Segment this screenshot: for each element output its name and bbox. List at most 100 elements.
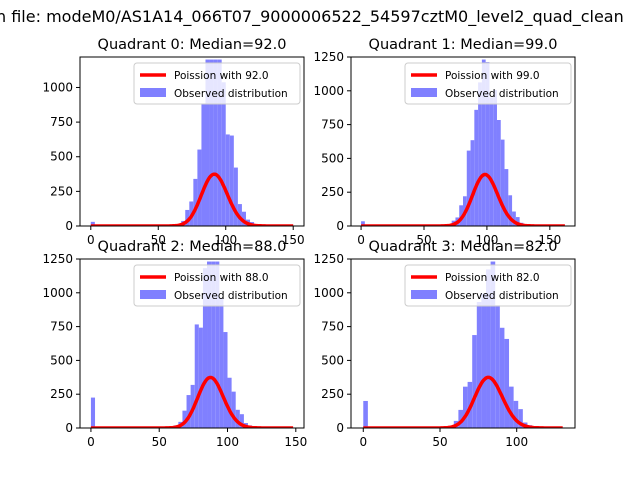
histogram-bar (466, 150, 471, 226)
histogram-bar (481, 59, 486, 226)
histogram-bar (241, 211, 246, 226)
histogram-bar (198, 327, 203, 428)
histogram-bar (513, 400, 519, 428)
histogram-bar (231, 391, 236, 428)
poisson-curve (90, 172, 294, 226)
histogram-bar (185, 209, 190, 226)
histogram-bar (193, 178, 198, 226)
y-tick-label: 500 (321, 151, 344, 165)
y-tick-label: 1000 (42, 286, 73, 300)
legend-patch-swatch (411, 88, 437, 97)
histogram-bar (474, 109, 479, 226)
histogram-bar (235, 409, 240, 428)
legend-label-observed: Observed distribution (445, 88, 559, 100)
subplot-title: Quadrant 0: Median=92.0 (98, 37, 287, 53)
histogram-bar (490, 261, 496, 428)
y-tick-label: 500 (50, 353, 73, 367)
histogram-bar (489, 97, 494, 226)
legend-label-observed: Observed distribution (174, 88, 288, 100)
legend-label-observed: Observed distribution (174, 290, 288, 302)
y-tick-label: 250 (321, 387, 344, 401)
legend: Poission with 82.0 Observed distribution (404, 264, 572, 307)
histogram-bar (463, 386, 468, 428)
histogram-bar (458, 409, 463, 428)
axes-frame (350, 56, 576, 227)
x-tick-label: 50 (432, 435, 447, 449)
histogram-bar (518, 409, 523, 428)
y-tick-label: 250 (50, 184, 73, 198)
histogram-bar (90, 221, 95, 226)
subplot-title: Quadrant 3: Median=82.0 (369, 239, 558, 255)
histogram-bar (515, 217, 520, 226)
histogram-bar (186, 395, 191, 428)
x-tick-label: 150 (282, 233, 305, 247)
x-tick-label: 100 (475, 233, 498, 247)
histogram-bar (219, 297, 224, 428)
legend-box (133, 62, 301, 105)
legend: Poission with 88.0 Observed distribution (133, 264, 301, 307)
histogram-bar (481, 293, 487, 428)
x-tick-label: 100 (214, 233, 237, 247)
x-tick-label: 150 (284, 435, 307, 449)
x-tick-label: 100 (505, 435, 528, 449)
y-tick-label: 1250 (42, 252, 73, 266)
y-tick-label: 1000 (42, 80, 73, 94)
x-tick-label: 50 (416, 233, 431, 247)
legend-box (404, 62, 572, 105)
plot-area (363, 261, 563, 428)
histogram-bar (205, 59, 210, 226)
histogram-bar (221, 82, 226, 226)
histogram-bar (227, 377, 232, 428)
histogram-bar (470, 140, 475, 226)
x-tick-label: 150 (538, 233, 561, 247)
figure-suptitle: n file: modeM0/AS1A14_066T07_9000006522_… (0, 7, 624, 27)
y-tick-label: 0 (336, 219, 344, 233)
subplot-quadrant-0: 0 50 100 150 0 250 500 750 1000 Poission with 92.… (42, 37, 304, 247)
legend-box (404, 264, 572, 307)
y-tick-label: 1250 (313, 252, 344, 266)
histogram-bar (202, 268, 208, 428)
y-tick-label: 0 (65, 219, 73, 233)
histogram-bar (239, 414, 244, 428)
histogram-bar (215, 261, 220, 428)
y-tick-label: 250 (321, 185, 344, 199)
histogram-bar (472, 335, 477, 428)
histogram-bar (211, 261, 216, 428)
y-tick-label: 500 (321, 353, 344, 367)
histogram-bar (496, 119, 501, 226)
y-tick-label: 250 (50, 387, 73, 401)
histogram-bar (182, 410, 187, 428)
y-tick-label: 1250 (313, 50, 344, 64)
histogram-bar (476, 302, 482, 428)
legend-label-poisson: Poission with 82.0 (445, 272, 540, 284)
y-tick-label: 500 (50, 150, 73, 164)
y-tick-label: 750 (50, 115, 73, 129)
histogram-bar (485, 62, 490, 226)
histogram-bar (207, 261, 212, 428)
histogram-bar (213, 59, 218, 226)
y-tick-label: 0 (336, 421, 344, 435)
x-tick-label: 0 (87, 233, 95, 247)
poisson-curve (363, 375, 563, 428)
legend-patch-swatch (411, 290, 437, 299)
plot-area (360, 59, 566, 226)
x-tick-label: 0 (357, 233, 365, 247)
legend-box (133, 264, 301, 307)
histogram-bar (504, 169, 509, 226)
legend-label-poisson: Poission with 88.0 (174, 272, 269, 284)
histogram-bar (217, 59, 222, 226)
plot-area (90, 59, 294, 226)
subplot-title: Quadrant 1: Median=99.0 (369, 37, 558, 53)
subplot-title: Quadrant 2: Median=88.0 (98, 239, 287, 255)
histogram-bar (486, 269, 491, 428)
y-tick-label: 750 (50, 320, 73, 334)
histogram-bar (495, 305, 500, 428)
legend: Poission with 99.0 Observed distribution (404, 62, 572, 105)
histogram-bar (499, 327, 505, 428)
y-tick-label: 1000 (313, 286, 344, 300)
histogram-bar (361, 221, 365, 226)
histogram-bar (223, 332, 228, 428)
histogram-bar (225, 134, 230, 226)
